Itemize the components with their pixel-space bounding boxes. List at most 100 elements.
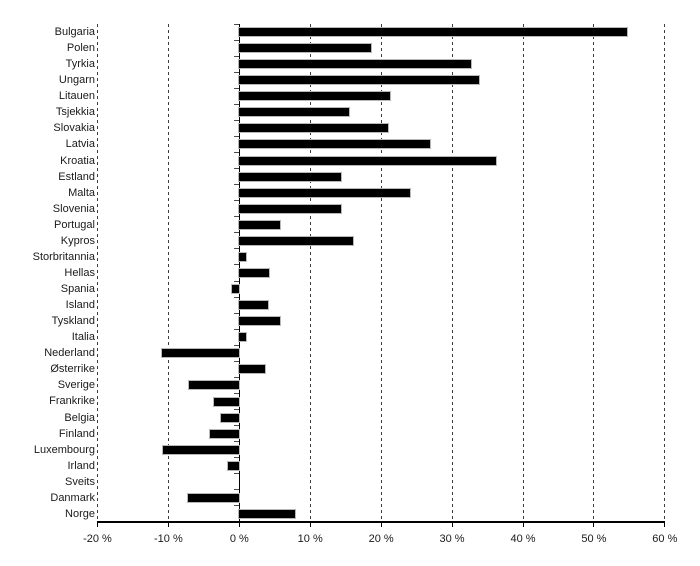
category-axis-tick [233, 23, 239, 25]
category-label: Tsjekkia [55, 106, 95, 119]
bar [239, 156, 497, 165]
x-tick-label: -10 % [154, 533, 183, 545]
bar [232, 285, 240, 294]
category-label: Østerrike [50, 363, 95, 376]
category-axis-tick [233, 376, 239, 378]
category-axis-tick [233, 87, 239, 89]
x-tick-label: 50 % [581, 533, 607, 545]
category-label: Danmark [50, 491, 95, 504]
category-label: Malta [68, 186, 95, 199]
bar [188, 381, 240, 390]
category-axis-tick [233, 344, 239, 346]
gridline [380, 24, 382, 522]
category-label: Estland [58, 170, 95, 183]
category-label: Frankrike [49, 395, 95, 408]
category-label: Luxembourg [33, 443, 95, 456]
x-axis-tick [238, 522, 240, 527]
x-tick-label: 20 % [368, 533, 394, 545]
category-axis-tick [233, 216, 239, 218]
category-label: Belgia [64, 411, 95, 424]
category-axis-tick [233, 425, 239, 427]
x-tick-label: 10 % [297, 533, 323, 545]
bar [239, 236, 354, 245]
bar [239, 333, 247, 342]
category-axis-tick [233, 328, 239, 330]
bar [239, 252, 247, 261]
category-label: Kroatia [60, 154, 95, 167]
gridline [451, 24, 453, 522]
category-axis-tick [233, 312, 239, 314]
x-axis-tick [664, 522, 666, 527]
gridline [664, 24, 666, 522]
category-axis-tick [233, 152, 239, 154]
category-axis-tick [233, 457, 239, 459]
bar [239, 509, 295, 518]
bar [239, 188, 410, 197]
category-axis-tick [233, 505, 239, 507]
category-label: Tyskland [51, 315, 95, 328]
bar [220, 413, 240, 422]
category-label: Spania [60, 283, 95, 296]
bar [239, 269, 270, 277]
category-label: Island [65, 299, 95, 312]
category-label: Litauen [58, 90, 95, 103]
x-axis-tick [522, 522, 524, 527]
category-label: Latvia [65, 138, 95, 151]
category-axis-tick [233, 103, 239, 105]
category-axis-tick [233, 248, 239, 250]
category-label: Irland [67, 459, 95, 472]
bar [187, 493, 240, 502]
bar [239, 140, 431, 149]
category-axis-tick [233, 280, 239, 282]
gridline [96, 24, 98, 522]
category-axis-line [238, 24, 240, 522]
bar [213, 397, 240, 406]
bar [239, 60, 472, 69]
bar [210, 429, 240, 438]
category-label: Polen [66, 42, 95, 55]
bar [239, 92, 391, 101]
category-label: Sveits [65, 475, 95, 488]
category-axis-tick [233, 264, 239, 266]
bar [239, 108, 350, 117]
bar [239, 28, 628, 37]
x-tick-label: 0 % [229, 533, 249, 545]
x-axis-tick [167, 522, 169, 527]
category-axis-tick [233, 184, 239, 186]
category-label: Ungarn [58, 74, 95, 87]
category-axis-tick [233, 39, 239, 41]
category-label: Italia [71, 331, 95, 344]
bar [239, 172, 341, 181]
x-tick-label: -20 % [83, 533, 112, 545]
bar [239, 76, 480, 85]
gridline [522, 24, 524, 522]
category-label: Slovenia [52, 202, 95, 215]
category-axis-tick [233, 71, 239, 73]
category-axis-tick [233, 392, 239, 394]
bar [161, 349, 240, 358]
category-axis-tick [233, 473, 239, 475]
category-axis-tick [233, 232, 239, 234]
category-label: Hellas [64, 266, 95, 279]
category-label: Finland [58, 427, 95, 440]
x-tick-label: 40 % [510, 533, 536, 545]
bar [239, 204, 341, 213]
x-axis-tick [380, 522, 382, 527]
category-label: Tyrkia [65, 58, 95, 71]
gridline [309, 24, 311, 522]
category-label: Portugal [54, 218, 95, 231]
bar [227, 461, 240, 470]
x-axis-tick [96, 522, 98, 527]
category-axis-tick [233, 135, 239, 137]
x-tick-label: 30 % [439, 533, 465, 545]
x-axis-tick [451, 522, 453, 527]
bar [239, 365, 265, 374]
x-tick-label: 60 % [652, 533, 678, 545]
category-axis-tick [233, 409, 239, 411]
gridline [593, 24, 595, 522]
bar [239, 220, 281, 229]
value-axis-line [96, 521, 666, 523]
bar [239, 301, 268, 310]
category-axis-tick [233, 360, 239, 362]
